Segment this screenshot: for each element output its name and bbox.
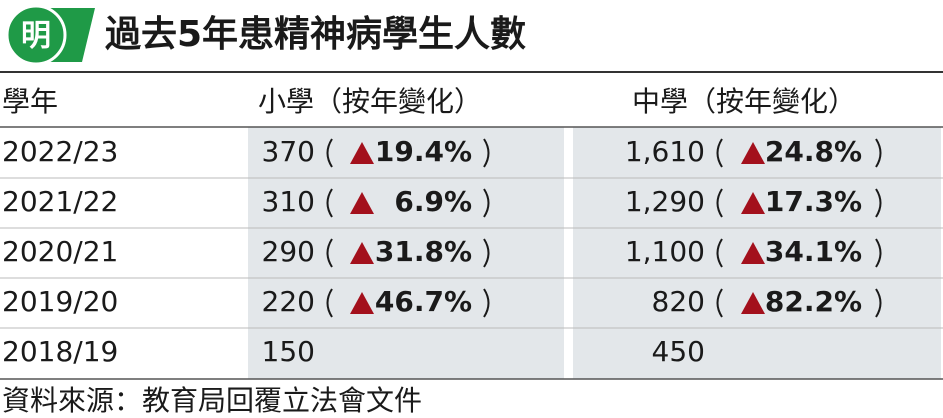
close-paren xyxy=(875,238,882,268)
year: 2018/19 xyxy=(2,335,118,368)
close-paren xyxy=(875,138,882,168)
primary-change: 6.9% xyxy=(394,185,472,218)
up-triangle xyxy=(741,192,765,214)
up-triangle xyxy=(741,242,765,264)
primary-count: 150 xyxy=(262,335,315,368)
close-paren xyxy=(875,188,882,218)
up-triangle xyxy=(350,242,374,264)
secondary-count: 450 xyxy=(652,335,705,368)
logo-circle xyxy=(5,4,67,66)
primary-count: 220 xyxy=(262,285,315,318)
open-paren xyxy=(326,288,333,318)
open-paren xyxy=(326,138,333,168)
up-triangle xyxy=(350,192,374,214)
year: 2022/23 xyxy=(2,135,118,168)
close-paren xyxy=(483,238,490,268)
year: 2020/21 xyxy=(2,235,118,268)
open-paren xyxy=(716,288,723,318)
secondary-count: 1,100 xyxy=(625,235,705,268)
open-paren xyxy=(716,188,723,218)
open-paren xyxy=(326,188,333,218)
secondary-change: 17.3% xyxy=(765,185,862,218)
up-triangle xyxy=(350,142,374,164)
primary-count: 370 xyxy=(262,135,315,168)
source: 資料來源：教育局回覆立法會文件 xyxy=(2,384,422,417)
column-header: 小學（按年變化） xyxy=(258,85,482,118)
year: 2019/20 xyxy=(2,285,118,318)
primary-count: 310 xyxy=(262,185,315,218)
year: 2021/22 xyxy=(2,185,118,218)
up-triangle xyxy=(741,292,765,314)
logo-text: 明 xyxy=(21,19,51,54)
up-triangle xyxy=(350,292,374,314)
column-header: 學年 xyxy=(2,85,58,118)
open-paren xyxy=(326,238,333,268)
primary-count: 290 xyxy=(262,235,315,268)
open-paren xyxy=(716,138,723,168)
close-paren xyxy=(875,288,882,318)
primary-change: 19.4% xyxy=(375,135,472,168)
primary-change: 31.8% xyxy=(375,235,472,268)
close-paren xyxy=(483,188,490,218)
secondary-change: 24.8% xyxy=(765,135,862,168)
title: 過去5年患精神病學生人數 xyxy=(105,14,526,55)
secondary-count: 820 xyxy=(652,285,705,318)
open-paren xyxy=(716,238,723,268)
up-triangle xyxy=(741,142,765,164)
column-header: 中學（按年變化） xyxy=(632,85,856,118)
secondary-change: 34.1% xyxy=(765,235,862,268)
column-shade xyxy=(248,127,564,379)
secondary-count: 1,290 xyxy=(625,185,705,218)
close-paren xyxy=(483,288,490,318)
secondary-change: 82.2% xyxy=(765,285,862,318)
primary-change: 46.7% xyxy=(375,285,472,318)
secondary-count: 1,610 xyxy=(625,135,705,168)
close-paren xyxy=(483,138,490,168)
